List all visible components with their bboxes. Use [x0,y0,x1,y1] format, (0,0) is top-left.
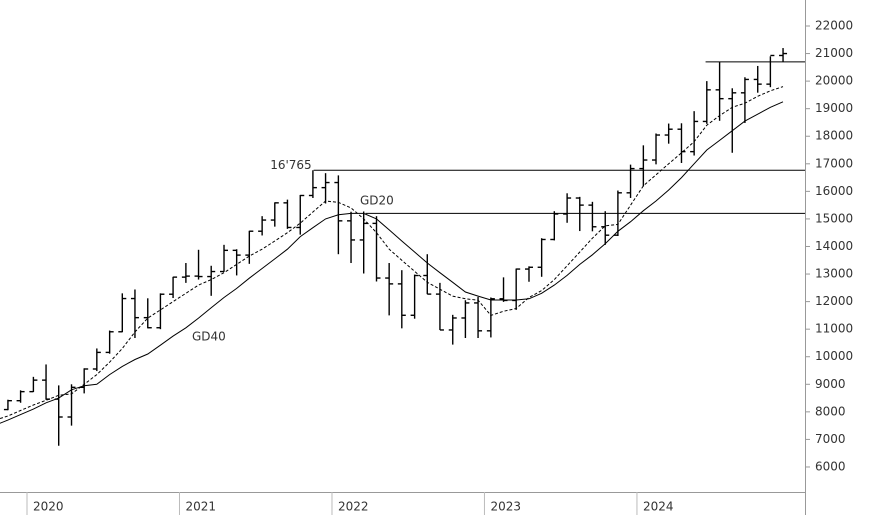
y-tick-label: 7000 [815,432,846,446]
y-tick-label: 9000 [815,377,846,391]
level-label: 16'765 [270,158,311,172]
y-tick-label: 15000 [815,211,853,225]
x-tick-label: 2022 [338,500,369,514]
y-tick-label: 11000 [815,322,853,336]
y-tick-label: 8000 [815,404,846,418]
x-tick-label: 2021 [185,500,216,514]
y-tick-label: 10000 [815,349,853,363]
y-tick-label: 6000 [815,459,846,473]
x-tick-label: 2024 [643,500,674,514]
y-tick-label: 16000 [815,184,853,198]
y-tick-label: 20000 [815,74,853,88]
x-tick-label: 2023 [490,500,521,514]
y-tick-label: 21000 [815,46,853,60]
moving-average [0,86,784,420]
y-tick-label: 12000 [815,294,853,308]
moving-average-label: GD20 [360,194,394,208]
y-tick-label: 14000 [815,239,853,253]
moving-average-label: GD40 [192,330,226,344]
x-tick-label: 2020 [33,500,64,514]
y-tick-label: 18000 [815,129,853,143]
y-tick-label: 17000 [815,156,853,170]
y-tick-label: 22000 [815,18,853,32]
y-tick-label: 19000 [815,101,853,115]
moving-average [0,101,784,424]
y-tick-label: 13000 [815,267,853,281]
